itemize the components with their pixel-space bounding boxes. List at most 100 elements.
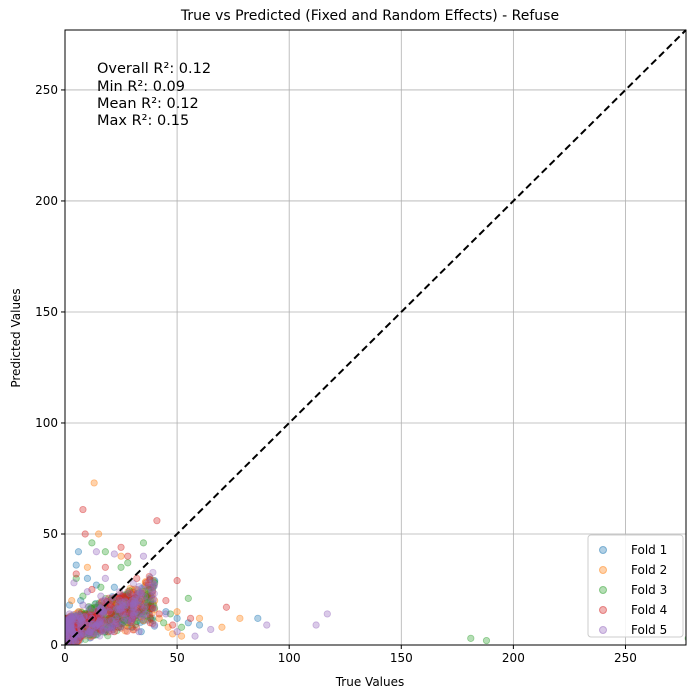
data-point [151,579,159,587]
data-point [65,632,73,640]
data-point [94,620,102,628]
data-point [132,594,140,602]
data-point [96,623,105,631]
data-point [74,548,83,556]
data-point [68,623,76,631]
data-point [118,619,126,627]
data-point [71,613,79,622]
data-point [126,600,134,608]
data-point [66,615,75,624]
data-point [120,609,129,618]
data-point [65,631,71,640]
data-point [90,624,98,632]
data-point [90,620,99,628]
data-point [116,609,124,617]
data-point [118,618,127,626]
data-point [177,623,186,631]
data-point [78,618,86,626]
data-point [119,597,127,606]
data-point [129,594,137,602]
data-point [78,631,86,639]
data-point [133,586,141,594]
data-point [116,623,124,631]
data-point [103,617,111,625]
data-point [68,614,76,622]
data-point [111,607,119,615]
data-point [93,625,101,633]
data-point [68,623,76,631]
data-point [91,625,100,633]
data-point [103,622,112,631]
data-point [148,593,156,602]
data-point [141,602,149,610]
data-point [133,617,141,625]
data-point [121,604,130,612]
data-point [116,609,124,618]
scatter-points [65,479,686,645]
data-point [112,605,121,614]
data-point [107,604,115,612]
data-point [148,604,156,612]
data-point [137,614,146,622]
data-point [65,623,73,631]
data-point [137,591,145,599]
data-point [103,624,111,632]
data-point [71,610,79,619]
data-point [70,627,78,635]
data-point [121,608,129,616]
data-point [125,590,133,598]
data-point [65,634,71,642]
series-fold-5 [65,548,331,645]
data-point [65,630,74,638]
data-point [117,623,125,631]
data-point [128,613,136,621]
data-point [124,592,132,600]
data-point [109,610,117,619]
data-point [65,618,72,626]
data-point [128,608,136,616]
data-point [129,587,138,595]
data-point [117,543,125,551]
data-point [76,611,84,620]
data-point [69,636,78,645]
data-point [88,624,96,633]
data-point [130,599,138,607]
data-point [75,614,83,622]
data-point [146,576,154,584]
data-point [78,616,86,625]
data-point [65,623,70,631]
data-point [92,619,100,627]
data-point [139,616,148,624]
data-point [121,597,129,605]
data-point [122,597,130,605]
y-tick-label: 250 [35,83,58,97]
data-point [101,615,109,623]
data-point [118,593,126,601]
data-point [65,619,73,627]
data-point [85,629,93,637]
data-point [72,612,80,620]
data-point [116,599,124,608]
data-point [98,615,106,623]
data-point [77,631,85,639]
y-tick-label: 50 [43,527,58,541]
data-point [72,609,81,618]
data-point [110,610,118,618]
legend-box [587,534,684,638]
data-point [76,618,84,626]
data-point [146,610,154,618]
data-point [129,615,137,623]
data-point [85,627,94,636]
data-point [68,614,76,622]
data-point [65,627,74,635]
data-point [124,608,133,616]
data-point [136,607,144,615]
data-point [73,612,81,620]
data-point [75,626,83,634]
data-point [142,597,150,605]
data-point [65,625,73,633]
data-point [109,625,117,634]
data-point [75,636,83,644]
data-point [124,592,132,600]
data-point [160,619,168,627]
